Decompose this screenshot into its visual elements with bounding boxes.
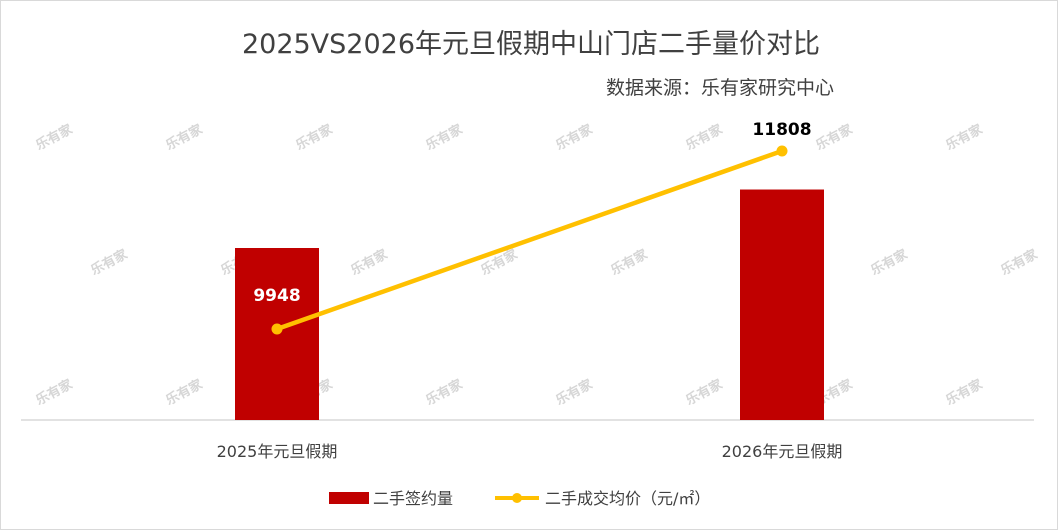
bar-2 <box>740 189 824 420</box>
chart-subtitle: 数据来源：乐有家研究中心 <box>606 77 834 99</box>
watermark-logo: 乐有家 <box>163 376 206 409</box>
price-line <box>274 148 785 332</box>
watermark-logo: 乐有家 <box>683 376 726 409</box>
category-label-2: 2026年元旦假期 <box>722 442 843 461</box>
legend-bar-swatch <box>329 492 369 504</box>
legend-line-label: 二手成交均价（元/㎡） <box>545 489 710 508</box>
watermark-logo: 乐有家 <box>33 376 76 409</box>
watermark-logo: 乐有家 <box>813 121 856 154</box>
price-point-1 <box>271 323 283 335</box>
watermark-logo: 乐有家 <box>423 121 466 154</box>
line-series <box>271 145 788 335</box>
watermark-logo: 乐有家 <box>553 376 596 409</box>
watermark-logo: 乐有家 <box>33 121 76 154</box>
price-point-2 <box>776 145 788 157</box>
data-label-2: 11808 <box>752 120 811 140</box>
category-label-1: 2025年元旦假期 <box>217 442 338 461</box>
legend-line-marker <box>512 493 522 503</box>
watermark-logo: 乐有家 <box>423 376 466 409</box>
legend: 二手签约量 二手成交均价（元/㎡） <box>329 489 710 508</box>
watermark-logo: 乐有家 <box>868 246 911 279</box>
watermark-logo: 乐有家 <box>293 121 336 154</box>
watermark-logo: 乐有家 <box>163 121 206 154</box>
watermark-logo: 乐有家 <box>608 246 651 279</box>
watermark-logo: 乐有家 <box>348 246 391 279</box>
legend-bar-label: 二手签约量 <box>373 489 453 508</box>
watermark-logo: 乐有家 <box>683 121 726 154</box>
watermark-logo: 乐有家 <box>998 246 1041 279</box>
watermark-layer: 乐有家 乐有家 乐有家 乐有家 乐有家 乐有家 乐有家 乐有家乐有家 乐有家 乐有家 乐有家 乐有家乐… <box>33 121 1041 409</box>
data-label-1: 9948 <box>253 286 300 306</box>
watermark-logo: 乐有家 <box>943 376 986 409</box>
data-labels: 9948 11808 <box>253 120 811 306</box>
watermark-logo: 乐有家 <box>88 246 131 279</box>
watermark-logo: 乐有家 <box>553 121 596 154</box>
watermark-logo: 乐有家 <box>943 121 986 154</box>
chart-title: 2025VS2026年元旦假期中山门店二手量价对比 <box>242 29 820 60</box>
category-labels: 2025年元旦假期 2026年元旦假期 <box>217 442 843 461</box>
